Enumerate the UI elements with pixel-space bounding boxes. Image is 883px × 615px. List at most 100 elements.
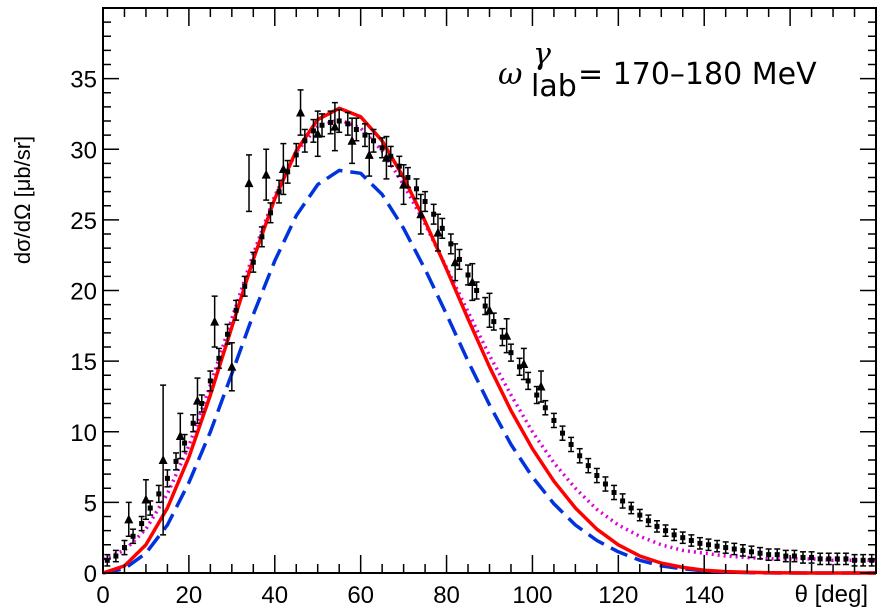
square-marker — [422, 199, 428, 205]
square-marker — [371, 138, 377, 144]
square-marker — [413, 186, 419, 192]
square-marker — [620, 498, 626, 504]
data-point-triangle — [399, 164, 409, 206]
data-point-square — [739, 544, 746, 557]
data-point-square — [516, 357, 523, 376]
axis-ticks: 0 5 10 15 20 25 30 35 0 20 40 60 80 100 120 140 — [70, 7, 877, 609]
triangle-marker — [124, 514, 134, 524]
data-point-square — [387, 145, 394, 167]
data-point-square — [757, 546, 764, 560]
data-point-triangle — [347, 117, 357, 165]
square-marker — [680, 535, 686, 541]
data-point-square — [799, 551, 806, 564]
triangle-marker — [330, 121, 340, 131]
data-point-square — [121, 539, 128, 556]
data-point-triangle — [261, 148, 271, 201]
data-point-triangle — [502, 318, 512, 354]
data-point-square — [413, 178, 420, 200]
data-point-square — [550, 412, 557, 429]
square-marker — [319, 122, 325, 128]
triangle-marker — [261, 169, 271, 179]
square-marker — [783, 553, 789, 559]
data-point-square — [422, 190, 429, 213]
data-point-square — [370, 128, 377, 153]
y-tick-label: 10 — [70, 420, 97, 447]
data-point-square — [112, 549, 119, 563]
data-point-square — [817, 552, 824, 566]
square-marker — [817, 556, 823, 562]
y-tick-label: 30 — [70, 137, 97, 164]
y-tick-label: 5 — [84, 490, 97, 517]
data-point-triangle — [433, 213, 443, 252]
data-point-square — [748, 545, 755, 559]
triangle-marker — [502, 330, 512, 340]
annotation-energy-range: = 170–180 MeV — [578, 57, 817, 92]
data-point-square — [860, 553, 867, 567]
data-point-triangle — [278, 142, 288, 196]
data-point-square — [164, 469, 171, 488]
square-marker — [259, 234, 265, 240]
triangle-marker — [278, 164, 288, 174]
data-point-square — [868, 553, 875, 567]
data-point-triangle — [381, 135, 391, 180]
data-point-square — [791, 549, 798, 563]
square-marker — [405, 175, 411, 180]
data-point-square — [336, 108, 343, 134]
square-marker — [834, 556, 840, 562]
square-marker — [766, 552, 772, 558]
y-tick-label: 25 — [70, 208, 97, 235]
data-point-square — [250, 251, 257, 273]
data-point-triangle — [210, 295, 220, 348]
data-point-triangle — [364, 132, 374, 177]
triangle-marker — [485, 305, 494, 315]
data-point-square — [190, 414, 197, 433]
data-point-square — [233, 299, 240, 321]
square-marker — [310, 128, 316, 134]
data-point-square — [404, 166, 411, 189]
data-point-triangle — [313, 110, 323, 158]
triangle-marker — [227, 361, 237, 371]
square-marker — [809, 554, 815, 560]
data-point-square — [207, 370, 214, 392]
data-point-square — [284, 159, 291, 184]
x-tick-label: 100 — [512, 582, 552, 609]
data-point-triangle — [519, 347, 529, 381]
data-point-square — [722, 541, 729, 554]
data-point-square — [499, 327, 506, 347]
square-marker — [611, 489, 617, 495]
x-tick-label: 20 — [176, 582, 203, 609]
data-point-square — [447, 233, 454, 255]
square-marker — [293, 152, 299, 158]
square-marker — [267, 210, 273, 216]
square-marker — [276, 189, 282, 195]
square-marker — [121, 545, 127, 551]
triangle-marker — [450, 257, 460, 267]
annotation-subscript: lab — [531, 69, 577, 104]
square-marker — [688, 538, 694, 544]
square-marker — [637, 512, 643, 518]
data-point-square — [276, 179, 283, 204]
data-point-square — [593, 467, 600, 484]
square-marker — [714, 543, 720, 549]
square-marker — [542, 405, 548, 411]
square-marker — [173, 458, 179, 464]
y-tick-label: 15 — [70, 349, 97, 376]
square-marker — [379, 145, 385, 151]
data-point-square — [130, 528, 137, 545]
data-point-triangle — [296, 89, 306, 136]
square-marker — [645, 518, 651, 524]
x-tick-label: 120 — [598, 582, 638, 609]
square-marker — [130, 533, 136, 539]
square-marker — [585, 463, 591, 469]
square-marker — [345, 121, 351, 127]
square-marker — [628, 505, 634, 511]
square-marker — [482, 303, 488, 309]
square-marker — [353, 126, 359, 132]
data-point-square — [628, 501, 635, 515]
square-marker — [594, 473, 600, 479]
data-point-square — [576, 447, 583, 464]
data-point-square — [267, 202, 274, 224]
y-tick-label: 0 — [84, 561, 97, 588]
data-point-square — [482, 296, 489, 316]
data-point-square — [679, 531, 686, 545]
